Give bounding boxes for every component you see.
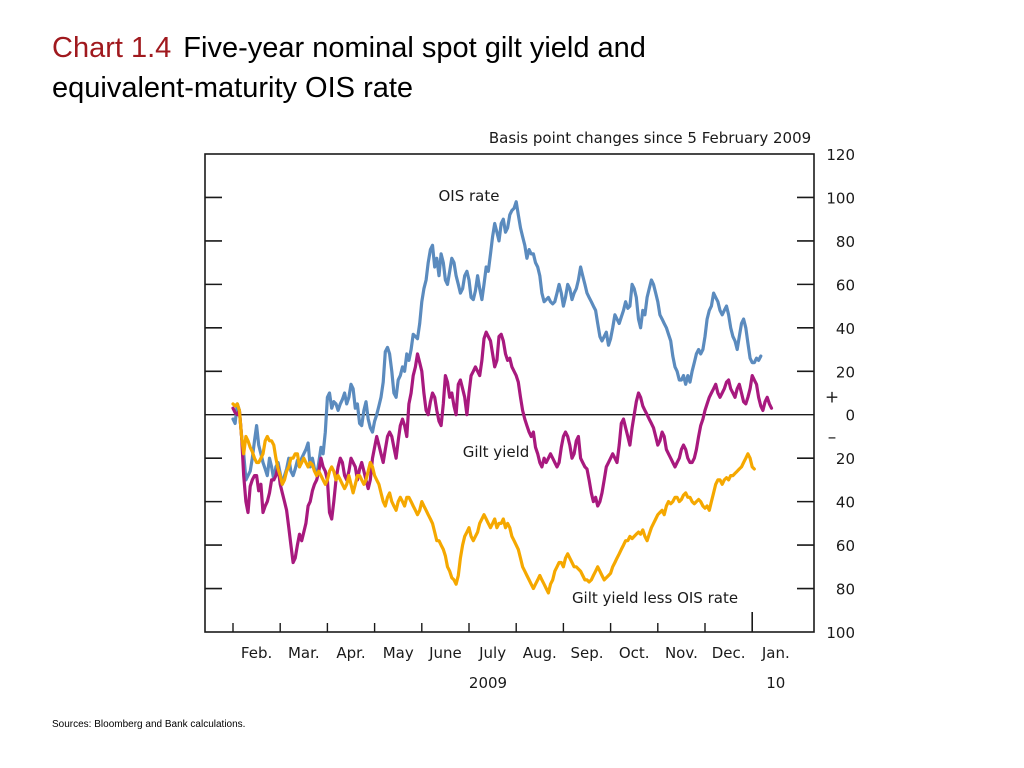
plot-frame [204, 153, 815, 633]
units-label: Basis point changes since 5 February 200… [489, 129, 811, 147]
y-tick-label: 100 [826, 189, 855, 207]
positive-sign-label: + [825, 388, 839, 408]
y-tick-label: 20 [836, 363, 855, 381]
gilt-series-line [231, 330, 774, 565]
x-tick-label: Apr. [336, 644, 365, 662]
y-tick-label: 100 [826, 624, 855, 642]
chart-number: Chart 1.4 [52, 32, 172, 64]
spread-series-line [231, 402, 756, 595]
spread-series-label: Gilt yield less OIS rate [572, 589, 738, 607]
y-tick-label: 60 [836, 537, 855, 555]
year-label: 10 [766, 674, 785, 692]
axis-ticks [205, 196, 814, 632]
x-tick-label: Jan. [761, 644, 790, 662]
ois-series-line [231, 200, 763, 486]
x-tick-label: Sep. [570, 644, 603, 662]
x-tick-label: Feb. [241, 644, 272, 662]
y-axis-tick-labels: 120 100 80 60 40 20 0 20 40 60 80 100 + – [825, 146, 855, 642]
title-line-1: Chart 1.4 Five-year nominal spot gilt yie… [52, 28, 952, 68]
x-tick-label: July [478, 644, 506, 662]
y-tick-label: 40 [836, 320, 855, 338]
series-lines [231, 200, 774, 595]
x-tick-label: Mar. [288, 644, 320, 662]
y-tick-label: 0 [845, 407, 855, 425]
x-tick-label: Oct. [619, 644, 650, 662]
y-tick-label: 60 [836, 276, 855, 294]
chart-title-text: Five-year nominal spot gilt yield and [183, 32, 646, 64]
x-tick-label: May [383, 644, 414, 662]
ois-series-label: OIS rate [439, 187, 500, 205]
y-tick-label: 20 [836, 450, 855, 468]
x-tick-label: Dec. [712, 644, 746, 662]
slide-title: Chart 1.4 Five-year nominal spot gilt yie… [52, 28, 952, 108]
year-label: 2009 [469, 674, 507, 692]
y-tick-label: 40 [836, 494, 855, 512]
x-tick-label: Aug. [523, 644, 557, 662]
sources-note: Sources: Bloomberg and Bank calculations… [52, 719, 246, 730]
x-axis-tick-labels: Feb. Mar. Apr. May June July Aug. Sep. Oct. Nov. D… [241, 644, 790, 692]
gilt-series-label: Gilt yield [463, 443, 530, 461]
y-tick-label: 80 [836, 233, 855, 251]
y-tick-label: 120 [826, 146, 855, 164]
x-tick-label: June [428, 644, 462, 662]
negative-sign-label: – [828, 428, 837, 448]
x-tick-label: Nov. [665, 644, 698, 662]
series-labels: OIS rate Gilt yield Gilt yield less OIS ra… [439, 187, 739, 607]
y-tick-label: 80 [836, 581, 855, 599]
title-line-2: equivalent-maturity OIS rate [52, 72, 414, 104]
